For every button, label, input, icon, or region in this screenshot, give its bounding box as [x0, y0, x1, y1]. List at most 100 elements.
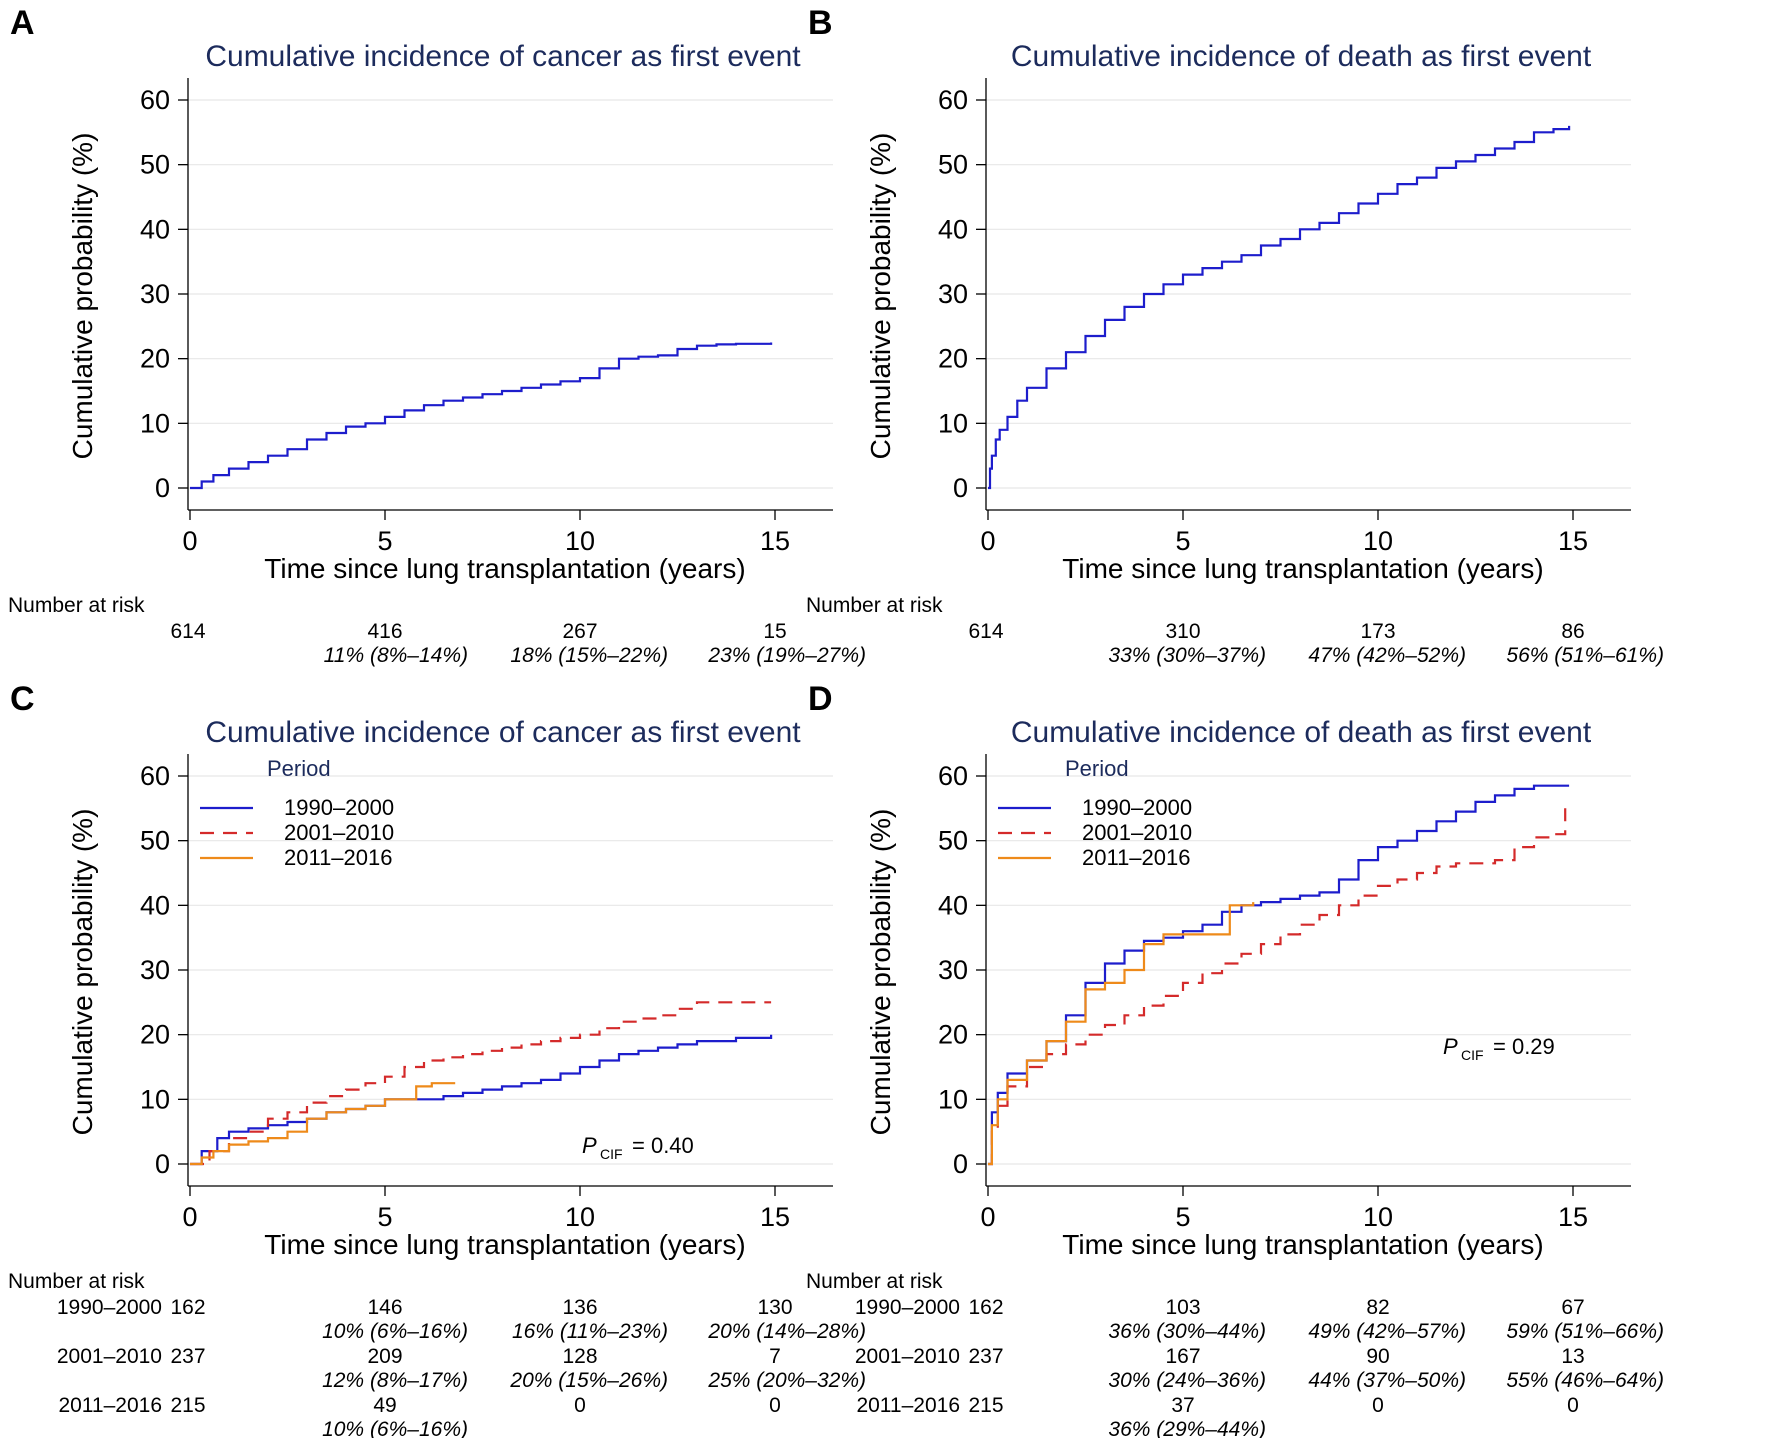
x-tick-label: 0 [980, 526, 995, 556]
panel-c: C Cumulative incidence of cancer as first… [8, 680, 866, 1438]
x-tick-label: 5 [1175, 1202, 1190, 1232]
risk-count: 130 [757, 1296, 792, 1319]
x-axis-label: Time since lung transplantation (years) [1062, 1229, 1543, 1260]
legend-label: 1990–2000 [1082, 795, 1192, 820]
risk-ci: 18% (15%–22%) [510, 644, 668, 667]
gridlines [986, 99, 1631, 489]
x-tick-label: 5 [1175, 526, 1190, 556]
risk-header: Number at risk [8, 1270, 145, 1293]
risk-count: 267 [562, 620, 597, 643]
risk-count: 0 [1372, 1394, 1384, 1417]
p-value-subscript: CIF [600, 1146, 623, 1162]
y-tick-label: 50 [938, 150, 968, 180]
risk-ci: 56% (51%–61%) [1506, 644, 1664, 667]
y-tick-label: 10 [140, 1084, 170, 1114]
risk-ci: 59% (51%–66%) [1506, 1320, 1664, 1343]
y-axis-label: Cumulative probability (%) [865, 809, 896, 1136]
x-tick-label: 0 [182, 1202, 197, 1232]
risk-count: 146 [367, 1296, 402, 1319]
y-tick-label: 60 [140, 85, 170, 115]
legend-label: 1990–2000 [284, 795, 394, 820]
series-line-2 [190, 1001, 772, 1166]
legend-label: 2001–2010 [1082, 820, 1192, 845]
legend-title: Period [267, 756, 331, 781]
risk-row-label: 2001–2010 [57, 1345, 162, 1368]
x-tick-label: 10 [1363, 1202, 1393, 1232]
series-line-1 [988, 125, 1571, 490]
risk-count: 67 [1561, 1296, 1584, 1319]
risk-ci: 20% (15%–26%) [509, 1369, 668, 1392]
y-tick-label: 60 [938, 761, 968, 791]
legend-title: Period [1065, 756, 1129, 781]
y-tick-label: 60 [140, 761, 170, 791]
risk-row-label: 2011–2016 [856, 1394, 960, 1417]
risk-ci: 30% (24%–36%) [1108, 1369, 1266, 1392]
y-tick-label: 40 [938, 214, 968, 244]
gridlines [188, 775, 833, 1165]
p-value-annotation: P CIF = 0.29 [1443, 1034, 1555, 1063]
risk-row-label: 1990–2000 [57, 1296, 162, 1319]
y-tick-label: 40 [140, 214, 170, 244]
x-axis-label: Time since lung transplantation (years) [264, 553, 745, 584]
y-tick-label: 50 [140, 826, 170, 856]
y-tick-label: 50 [140, 150, 170, 180]
y-tick-label: 30 [938, 279, 968, 309]
p-value-annotation: P CIF = 0.40 [582, 1133, 694, 1162]
y-tick-label: 10 [140, 408, 170, 438]
y-tick-label: 0 [953, 1149, 968, 1179]
risk-count: 215 [968, 1394, 1003, 1417]
panel-a: A Cumulative incidence of cancer as first… [8, 4, 866, 667]
risk-count: 82 [1366, 1296, 1389, 1319]
panel-b: B Cumulative incidence of death as first … [806, 4, 1664, 667]
y-axis-label: Cumulative probability (%) [865, 133, 896, 460]
x-tick-label: 15 [760, 526, 790, 556]
risk-count: 49 [373, 1394, 396, 1417]
p-value-label: P [582, 1133, 597, 1158]
p-value-subscript: CIF [1461, 1047, 1484, 1063]
risk-row-label: 2001–2010 [855, 1345, 960, 1368]
p-value-text: = 0.40 [632, 1133, 694, 1158]
p-value-label: P [1443, 1034, 1458, 1059]
y-axis-label: Cumulative probability (%) [67, 809, 98, 1136]
panel-letter: B [808, 4, 833, 42]
panel-letter: A [10, 4, 35, 42]
y-tick-label: 10 [938, 408, 968, 438]
gridlines [986, 775, 1631, 1165]
series-line-1 [988, 784, 1570, 1166]
y-tick-label: 0 [953, 473, 968, 503]
risk-ci: 33% (30%–37%) [1108, 644, 1266, 667]
risk-count: 614 [968, 620, 1003, 643]
panel-letter: D [808, 680, 833, 718]
legend-label: 2011–2016 [1082, 845, 1191, 870]
risk-table: Number at risk 614 416 267 15 11% (8%–14%) 18%… [8, 594, 866, 667]
risk-header: Number at risk [8, 594, 145, 617]
y-tick-label: 30 [140, 279, 170, 309]
risk-count: 0 [574, 1394, 586, 1417]
risk-count: 237 [170, 1345, 205, 1368]
risk-ci: 10% (6%–16%) [322, 1418, 468, 1438]
risk-row-label: 2011–2016 [58, 1394, 162, 1417]
risk-count: 0 [769, 1394, 781, 1417]
x-tick-label: 5 [377, 1202, 392, 1232]
risk-ci: 47% (42%–52%) [1308, 644, 1466, 667]
risk-count: 173 [1360, 620, 1395, 643]
risk-count: 310 [1165, 620, 1200, 643]
series-line-3 [988, 902, 1255, 1166]
risk-ci: 36% (29%–44%) [1108, 1418, 1266, 1438]
risk-count: 167 [1165, 1345, 1200, 1368]
risk-count: 103 [1165, 1296, 1200, 1319]
risk-header: Number at risk [806, 1270, 943, 1293]
risk-count: 162 [170, 1296, 205, 1319]
chart-title: Cumulative incidence of death as first e… [1011, 716, 1592, 749]
x-tick-label: 10 [1363, 526, 1393, 556]
y-tick-label: 60 [938, 85, 968, 115]
y-tick-label: 20 [938, 344, 968, 374]
y-tick-label: 30 [938, 955, 968, 985]
chart-title: Cumulative incidence of death as first e… [1011, 40, 1592, 73]
risk-count: 416 [367, 620, 402, 643]
risk-ci: 20% (14%–28%) [707, 1320, 866, 1343]
risk-count: 15 [763, 620, 786, 643]
